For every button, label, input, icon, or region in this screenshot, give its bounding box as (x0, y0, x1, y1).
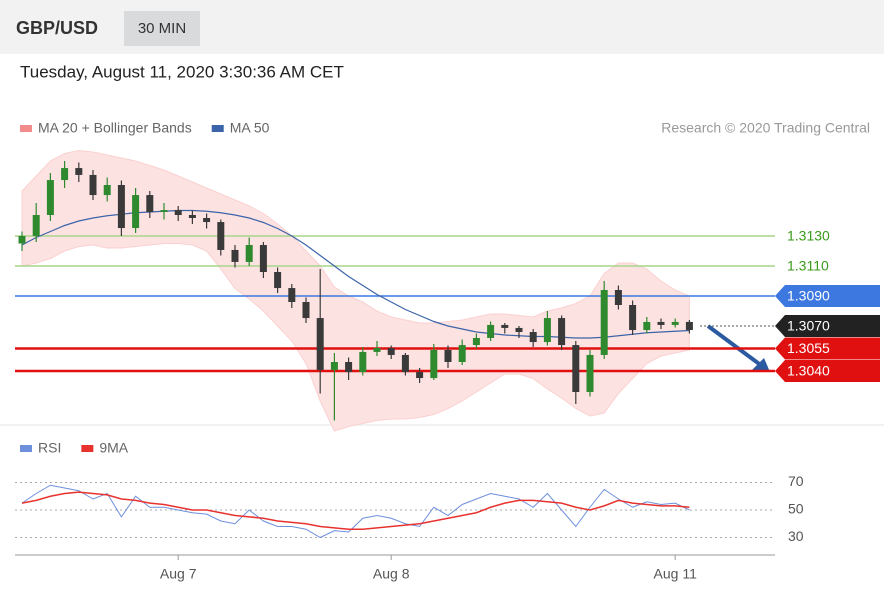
candle-body (316, 318, 324, 370)
level-tag (775, 360, 880, 382)
candle-body (657, 321, 665, 325)
candle-body (61, 168, 69, 181)
candle-body (117, 185, 125, 229)
forecast-arrowhead (752, 358, 770, 372)
candle-body (401, 354, 409, 373)
level-tag (775, 285, 880, 307)
interval-box (124, 11, 200, 46)
candle-body (643, 321, 651, 331)
rsi-legend-swatch (81, 445, 94, 452)
level-label: 1.3090 (787, 288, 830, 304)
candle-body (160, 210, 168, 212)
candle-body (472, 338, 480, 346)
candle-body (188, 215, 196, 218)
legend-swatch (20, 125, 32, 132)
candle-body (373, 348, 381, 352)
rsi-legend-swatch (20, 445, 32, 452)
candle-body (487, 324, 495, 338)
x-tick-label: Aug 8 (373, 566, 410, 582)
bollinger-band (21, 149, 690, 432)
candle-body (543, 318, 551, 343)
level-tag (775, 315, 880, 337)
candle-body (217, 222, 225, 250)
level-tag (775, 337, 880, 360)
candle-body (345, 362, 353, 373)
candle-body (529, 332, 537, 343)
candle-body (288, 288, 296, 302)
candle-body (32, 215, 40, 236)
legend-swatch (211, 125, 224, 132)
candle-body (359, 351, 367, 373)
candle-body (572, 345, 580, 392)
candle-body (387, 348, 395, 355)
rsi-legend-label: RSI (38, 440, 61, 456)
candle-body (501, 324, 509, 328)
candle-body (685, 321, 693, 331)
credit: Research © 2020 Trading Central (661, 120, 870, 136)
legend-label: MA 20 + Bollinger Bands (38, 120, 192, 136)
candle-body (629, 305, 637, 331)
candle-body (302, 302, 310, 319)
rsi-tick-label: 50 (788, 501, 804, 517)
candle-body (444, 350, 452, 362)
forecast-arrow (706, 324, 764, 368)
rsi-line (21, 491, 690, 530)
candle-body (558, 318, 566, 346)
level-label: 1.3130 (787, 228, 830, 244)
timestamp: Tuesday, August 11, 2020 3:30:36 AM CET (20, 62, 344, 81)
candle-body (89, 174, 97, 196)
candle-body (600, 290, 608, 355)
candle-body (18, 236, 26, 244)
level-label: 1.3055 (787, 340, 830, 356)
rsi-tick-label: 30 (788, 528, 804, 544)
candle-body (515, 327, 523, 332)
candle-body (416, 372, 424, 379)
level-label: 1.3110 (787, 258, 829, 274)
candle-body (245, 245, 253, 262)
rsi-tick-label: 70 (788, 473, 804, 489)
symbol: GBP/USD (16, 18, 98, 38)
candle-body (103, 185, 111, 196)
candle-body (203, 218, 211, 223)
candle-body (75, 168, 83, 175)
candle-body (586, 354, 594, 392)
candle-body (132, 195, 140, 229)
legend-label: MA 50 (230, 120, 270, 136)
candle-body (174, 210, 182, 215)
candle-body (259, 245, 267, 272)
candle-body (671, 321, 679, 325)
candle-body (231, 249, 239, 262)
x-tick-label: Aug 7 (160, 566, 197, 582)
candle-body (430, 350, 438, 379)
candle-body (330, 362, 338, 370)
candle-body (614, 290, 622, 305)
candle-body (146, 195, 154, 212)
rsi-legend-label: 9MA (99, 440, 128, 456)
candle-body (458, 345, 466, 362)
interval: 30 MIN (138, 20, 186, 37)
candle-body (274, 272, 282, 289)
candle-body (46, 180, 54, 215)
x-tick-label: Aug 11 (654, 566, 698, 582)
level-label: 1.3070 (787, 318, 830, 334)
level-label: 1.3040 (787, 363, 830, 379)
